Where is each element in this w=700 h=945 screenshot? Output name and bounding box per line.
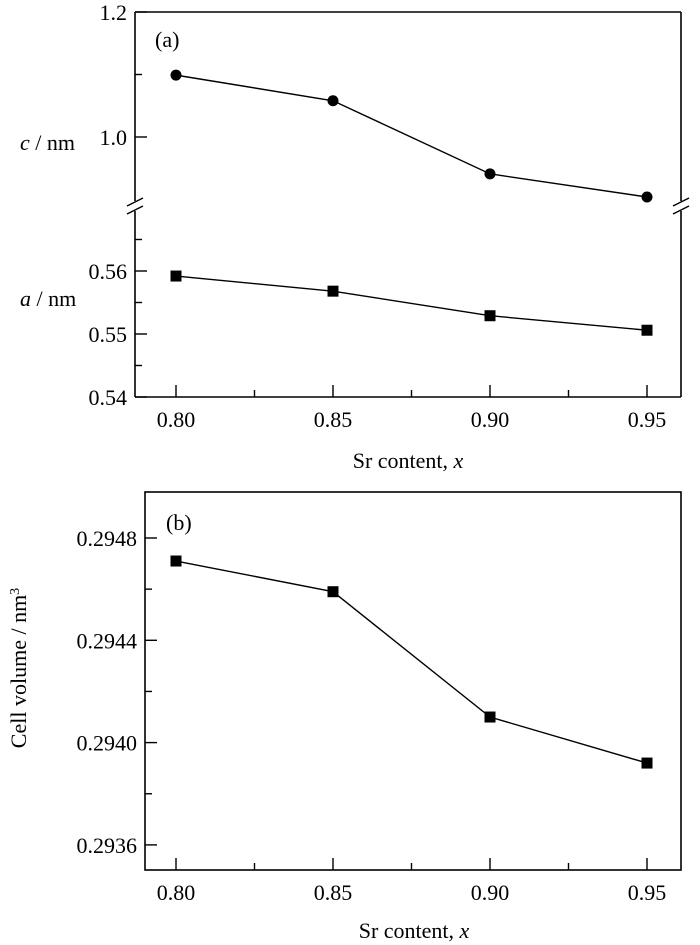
volume-series-point-3	[641, 757, 653, 769]
c-series-point-3	[641, 191, 653, 203]
c-tick-label: 1.2	[100, 0, 128, 25]
volume-axis-label-sup: 3	[8, 588, 23, 595]
volume-series-point-1	[327, 586, 339, 598]
y-tick-label: 0.2936	[77, 833, 138, 858]
x-tick-label: 0.80	[157, 880, 196, 905]
x-axis-label-a: Sr content, x	[353, 448, 464, 473]
x-tick-label: 0.95	[628, 880, 667, 905]
a-axis-var: a	[20, 286, 31, 311]
x-axis-label-a-text: Sr content,	[353, 448, 454, 473]
volume-axis-label: Cell volume / nm3	[6, 588, 31, 748]
c-axis-var: c	[20, 130, 30, 155]
axis-break-mark	[672, 205, 690, 215]
axis-break-mark	[126, 205, 144, 215]
volume-series-line	[175, 560, 648, 764]
a-series-line	[175, 275, 648, 331]
volume-series-point-2	[484, 711, 496, 723]
a-series-point-3	[641, 324, 653, 336]
x-tick-label: 0.95	[628, 407, 667, 432]
x-axis-label-b: Sr content, x	[359, 918, 470, 943]
x-tick-label: 0.80	[157, 407, 196, 432]
a-series-point-1	[327, 285, 339, 297]
a-tick-label: 0.55	[89, 322, 128, 347]
panel-a-label: (a)	[155, 27, 179, 52]
c-series-line	[175, 74, 648, 198]
x-axis-label-b-text: Sr content,	[359, 918, 460, 943]
y-tick-label: 0.2948	[77, 526, 138, 551]
y-tick-label: 0.2940	[77, 731, 138, 756]
c-series-point-1	[327, 95, 339, 107]
x-axis-label-b-var: x	[459, 918, 470, 943]
c-axis-label: c / nm	[20, 130, 75, 155]
c-tick-label: 1.0	[100, 125, 128, 150]
axis-break-mark	[672, 197, 690, 207]
c-series-point-2	[484, 168, 496, 180]
a-tick-label: 0.56	[89, 259, 128, 284]
plot-frame	[144, 491, 682, 871]
c-series-point-0	[170, 69, 182, 81]
panel-b-label: (b)	[166, 510, 192, 535]
volume-series-point-0	[170, 555, 182, 567]
axis-break-mark	[126, 197, 144, 207]
a-axis-label: a / nm	[20, 286, 76, 311]
x-tick-label: 0.85	[314, 880, 353, 905]
x-tick-label: 0.85	[314, 407, 353, 432]
c-axis-unit: / nm	[30, 130, 75, 155]
panel-b: (b) Cell volume / nm3 Sr content, x 0.29…	[6, 491, 682, 943]
a-series-point-0	[170, 270, 182, 282]
x-axis-label-a-var: x	[453, 448, 464, 473]
panel-a: (a) c / nm a / nm Sr content, x 1.0 1.2 0.…	[20, 0, 690, 473]
y-tick-label: 0.2944	[77, 628, 138, 653]
a-series-point-2	[484, 310, 496, 322]
volume-axis-label-text: Cell volume / nm	[6, 595, 31, 748]
a-axis-unit: / nm	[31, 286, 76, 311]
a-tick-label: 0.54	[89, 385, 128, 410]
x-tick-label: 0.90	[471, 880, 510, 905]
x-tick-label: 0.90	[471, 407, 510, 432]
